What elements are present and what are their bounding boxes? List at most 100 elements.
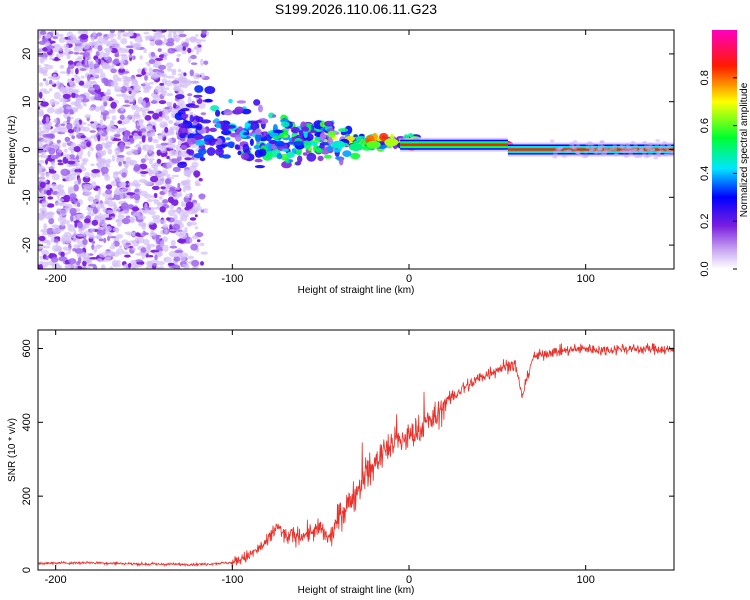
noise-blob <box>201 30 207 35</box>
noise-blob <box>112 251 120 257</box>
noise-blob <box>90 212 95 217</box>
signal-blob <box>315 148 323 153</box>
noise-blob <box>190 62 198 65</box>
signal-blob <box>293 140 304 147</box>
noise-blob <box>159 206 166 213</box>
signal-blob <box>327 130 336 138</box>
noise-blob <box>111 242 116 246</box>
noise-blob <box>119 53 128 57</box>
noise-blob <box>112 227 120 232</box>
noise-blob <box>120 210 130 215</box>
noise-blob <box>91 228 95 233</box>
y-tick-label: 400 <box>21 413 33 431</box>
noise-blob <box>47 211 53 215</box>
noise-blob <box>62 93 71 99</box>
noise-blob <box>39 88 48 93</box>
noise-blob <box>144 86 153 89</box>
noise-blob <box>177 68 182 73</box>
noise-blob <box>88 106 95 112</box>
noise-blob <box>109 236 117 239</box>
signal-blob <box>234 106 244 113</box>
noise-blob <box>174 249 184 254</box>
noise-blob <box>129 194 135 199</box>
noise-blob <box>94 106 101 112</box>
noise-blob <box>150 230 155 235</box>
noise-blob <box>66 52 71 60</box>
noise-blob <box>121 217 131 225</box>
noise-blob <box>197 102 206 109</box>
noise-blob <box>163 256 172 263</box>
noise-blob <box>94 194 100 200</box>
noise-blob <box>70 142 77 148</box>
noise-blob <box>166 155 170 160</box>
noise-blob <box>176 54 182 57</box>
snr-x-axis-title: Height of straight line (km) <box>298 585 415 596</box>
noise-blob <box>67 160 76 165</box>
noise-blob <box>152 199 159 202</box>
noise-blob <box>117 30 122 37</box>
signal-blob <box>280 121 290 128</box>
noise-blob <box>183 72 187 77</box>
noise-blob <box>148 67 153 73</box>
noise-blob <box>95 162 102 167</box>
noise-blob <box>173 256 181 262</box>
noise-blob <box>70 147 75 154</box>
noise-blob <box>51 256 59 263</box>
noise-blob <box>122 251 129 255</box>
noise-blob <box>51 185 60 191</box>
noise-blob <box>146 125 153 131</box>
signal-blob <box>350 152 361 160</box>
noise-blob <box>56 139 61 144</box>
signal-blob <box>283 134 289 138</box>
noise-blob <box>186 113 195 116</box>
noise-blob <box>77 177 81 185</box>
noise-blob <box>170 239 176 247</box>
noise-blob <box>117 222 122 227</box>
noise-blob <box>185 201 194 209</box>
noise-blob <box>162 244 169 252</box>
noise-blob <box>148 221 154 225</box>
noise-blob <box>162 236 168 243</box>
noise-blob <box>38 264 42 269</box>
noise-blob <box>90 97 95 102</box>
noise-blob <box>125 45 135 49</box>
noise-blob <box>57 198 65 202</box>
track-smear <box>623 155 629 158</box>
noise-blob <box>149 160 153 165</box>
noise-blob <box>198 178 203 182</box>
signal-blob <box>320 147 330 155</box>
noise-blob <box>135 199 140 204</box>
noise-blob <box>124 130 131 138</box>
noise-blob <box>115 219 121 222</box>
noise-blob <box>166 178 170 184</box>
noise-blob <box>93 46 99 50</box>
noise-blob <box>69 81 76 89</box>
noise-blob <box>128 96 136 103</box>
noise-blob <box>105 136 108 142</box>
noise-blob <box>131 266 136 269</box>
noise-blob <box>123 93 128 101</box>
signal-blob <box>195 139 206 146</box>
snr-panel: -200 -100 0 100 0 200 400 600 Height of straig… <box>7 329 675 596</box>
signal-blob <box>210 105 220 112</box>
noise-blob <box>192 202 201 208</box>
noise-blob <box>168 119 174 124</box>
signal-blob <box>319 132 326 142</box>
noise-blob <box>191 259 200 267</box>
noise-blob <box>49 57 55 60</box>
signal-blob <box>189 114 194 122</box>
noise-blob <box>112 171 120 175</box>
signal-blob <box>291 148 297 154</box>
signal-blob <box>204 86 216 94</box>
noise-blob <box>155 266 160 269</box>
noise-blob <box>110 80 119 88</box>
track-smear <box>649 142 655 146</box>
noise-blob <box>60 168 70 176</box>
noise-blob <box>176 57 180 63</box>
noise-blob <box>53 43 61 47</box>
noise-blob <box>105 184 113 190</box>
signal-blob <box>294 161 302 166</box>
signal-blob <box>323 154 332 159</box>
noise-blob <box>82 224 87 230</box>
noise-blob <box>136 236 145 244</box>
